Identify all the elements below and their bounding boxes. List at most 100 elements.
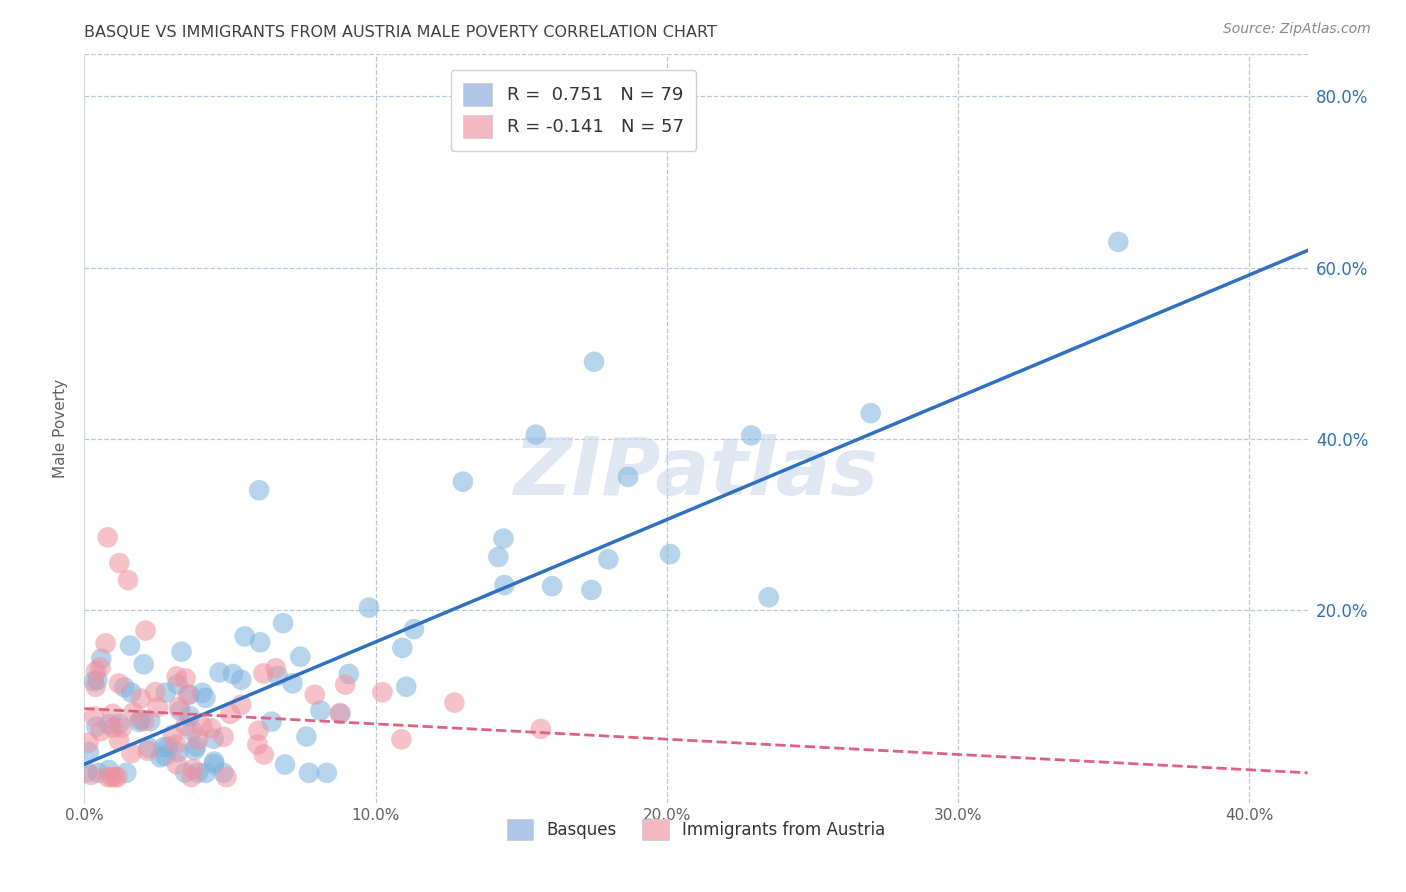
Point [108, 556, 131, 570]
Point [145, 685, 167, 699]
Point [202, 755, 225, 769]
Point [290, 649, 312, 664]
Point [264, 661, 287, 675]
Point [108, 717, 131, 731]
Point [1107, 235, 1129, 249]
Point [295, 730, 318, 744]
Point [298, 765, 321, 780]
Point [94, 636, 117, 650]
Point [97, 770, 120, 784]
Point [128, 714, 150, 729]
Point [231, 698, 253, 712]
Point [108, 676, 131, 690]
Point [174, 672, 197, 686]
Point [139, 714, 162, 728]
Point [120, 746, 142, 760]
Point [100, 770, 122, 784]
Point [246, 738, 269, 752]
Point [443, 696, 465, 710]
Point [304, 688, 326, 702]
Point [120, 685, 142, 699]
Point [165, 738, 187, 752]
Point [174, 765, 197, 780]
Point [157, 739, 180, 754]
Point [252, 666, 274, 681]
Point [117, 573, 139, 587]
Point [136, 744, 159, 758]
Point [187, 765, 209, 780]
Point [395, 680, 418, 694]
Point [617, 470, 640, 484]
Point [84, 664, 107, 678]
Point [97, 763, 120, 777]
Point [524, 427, 547, 442]
Point [371, 685, 394, 699]
Point [191, 719, 214, 733]
Point [170, 645, 193, 659]
Point [129, 713, 152, 727]
Point [274, 757, 297, 772]
Point [184, 739, 207, 754]
Point [247, 723, 270, 738]
Point [129, 691, 152, 706]
Point [90, 724, 112, 739]
Point [194, 765, 217, 780]
Point [180, 770, 202, 784]
Point [108, 733, 131, 747]
Point [486, 549, 509, 564]
Point [233, 629, 256, 643]
Point [138, 740, 160, 755]
Point [222, 667, 245, 681]
Point [581, 582, 603, 597]
Point [111, 721, 134, 735]
Point [104, 770, 127, 784]
Point [402, 622, 425, 636]
Point [309, 704, 332, 718]
Point [155, 685, 177, 699]
Point [179, 709, 201, 723]
Point [153, 740, 176, 755]
Point [132, 657, 155, 672]
Point [389, 732, 412, 747]
Point [166, 757, 188, 772]
Point [167, 745, 190, 759]
Point [357, 600, 380, 615]
Point [215, 770, 238, 784]
Point [541, 579, 564, 593]
Legend: Basques, Immigrants from Austria: Basques, Immigrants from Austria [501, 813, 891, 847]
Point [200, 721, 222, 735]
Point [169, 704, 191, 718]
Point [249, 635, 271, 649]
Point [183, 743, 205, 757]
Point [492, 532, 515, 546]
Point [167, 700, 190, 714]
Point [174, 719, 197, 733]
Point [176, 688, 198, 702]
Point [187, 732, 209, 747]
Point [103, 721, 125, 735]
Point [98, 717, 121, 731]
Point [219, 706, 242, 721]
Point [101, 706, 124, 721]
Point [166, 677, 188, 691]
Point [112, 680, 135, 694]
Point [191, 686, 214, 700]
Point [859, 406, 882, 420]
Point [253, 747, 276, 762]
Point [166, 669, 188, 683]
Point [260, 714, 283, 729]
Point [329, 706, 352, 721]
Point [494, 578, 516, 592]
Point [84, 680, 107, 694]
Point [202, 757, 225, 772]
Point [329, 706, 352, 720]
Point [659, 547, 682, 561]
Point [77, 745, 100, 759]
Point [83, 709, 105, 723]
Point [212, 765, 235, 780]
Point [149, 750, 172, 764]
Point [202, 731, 225, 746]
Point [212, 730, 235, 744]
Point [162, 728, 184, 742]
Point [87, 765, 110, 780]
